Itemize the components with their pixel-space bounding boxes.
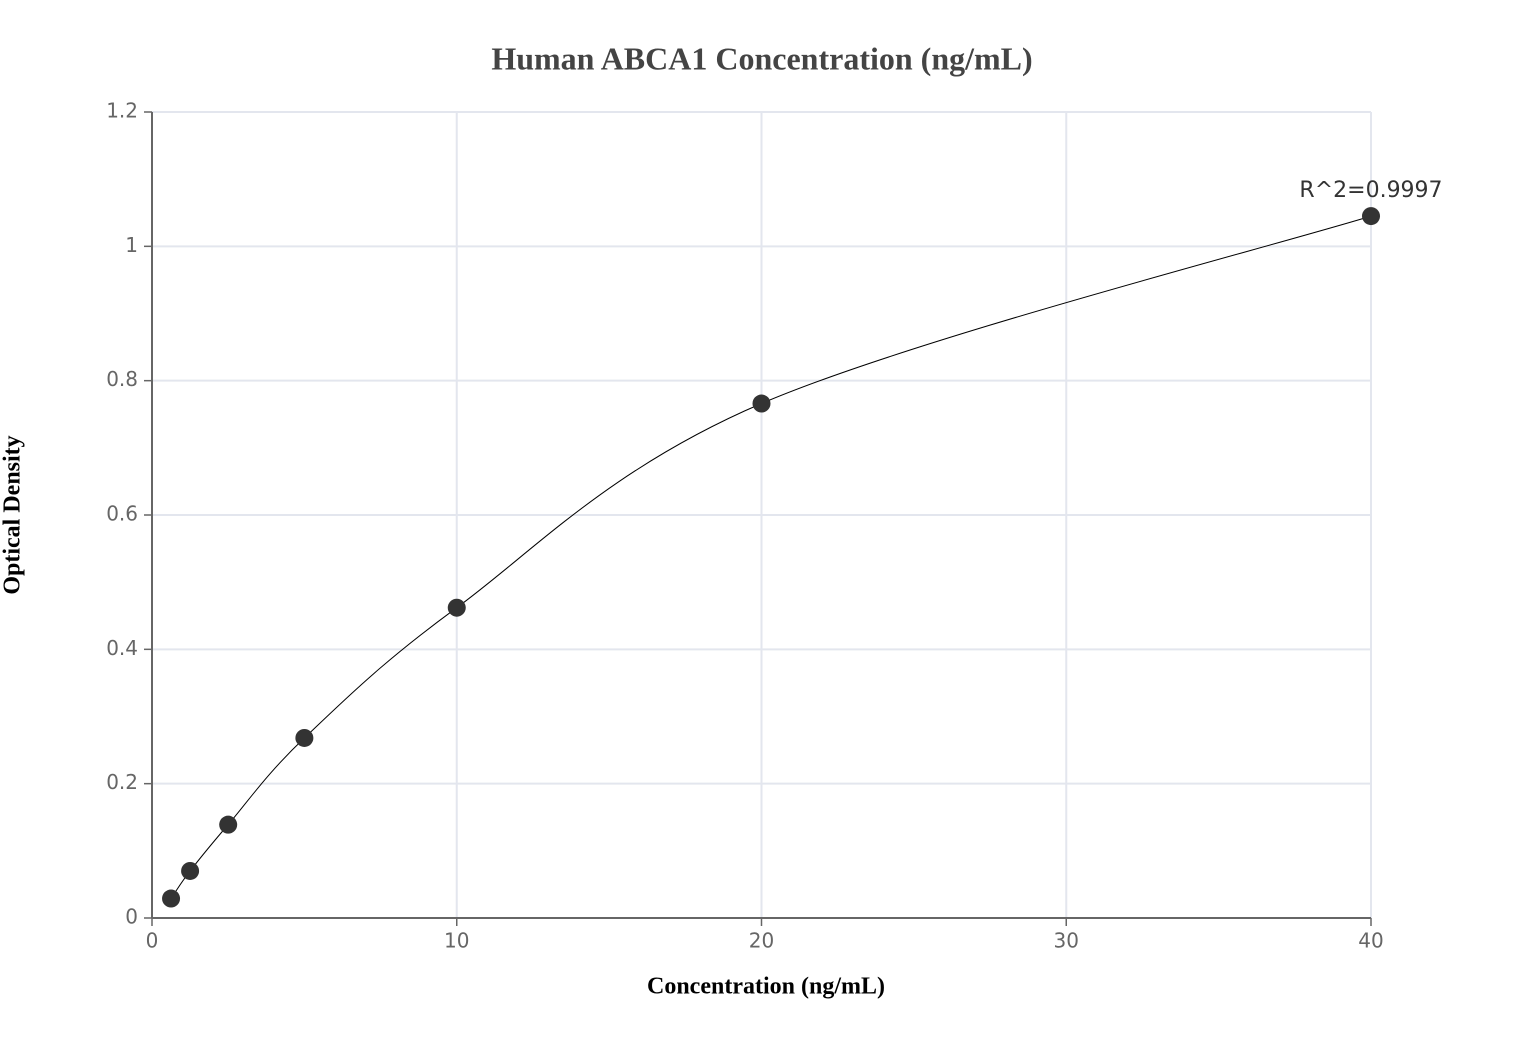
x-tick-label: 0 [146, 929, 159, 953]
y-tick-label: 0 [125, 905, 138, 929]
x-tick-label: 40 [1358, 929, 1383, 953]
x-tick-label: 30 [1054, 929, 1079, 953]
y-tick-label: 0.8 [106, 367, 138, 391]
y-axis-label: Optical Density [0, 435, 26, 594]
annotation: R^2=0.9997 [1299, 178, 1442, 203]
y-tick-label: 0.4 [106, 636, 138, 660]
data-point [752, 394, 771, 413]
x-tick-label: 10 [444, 929, 469, 953]
plot-area: 0 0.2 0.4 0.6 0.8 1 1.2 0 10 20 30 40 R^2=0.9997 [106, 99, 1442, 953]
y-tick-label: 1 [125, 233, 138, 257]
x-tick-label: 20 [749, 929, 774, 953]
fit-curve [170, 215, 1372, 899]
data-point [295, 728, 314, 747]
data-point [181, 861, 200, 880]
data-point [447, 598, 466, 617]
data-point [219, 815, 238, 834]
chart-title: Human ABCA1 Concentration (ng/mL) [491, 40, 1032, 76]
y-tick-label: 1.2 [106, 99, 138, 123]
data-point [1362, 207, 1380, 226]
x-axis-label: Concentration (ng/mL) [647, 974, 885, 1000]
y-tick-label: 0.2 [106, 770, 138, 794]
data-point [162, 889, 181, 908]
y-tick-label: 0.6 [106, 502, 138, 526]
